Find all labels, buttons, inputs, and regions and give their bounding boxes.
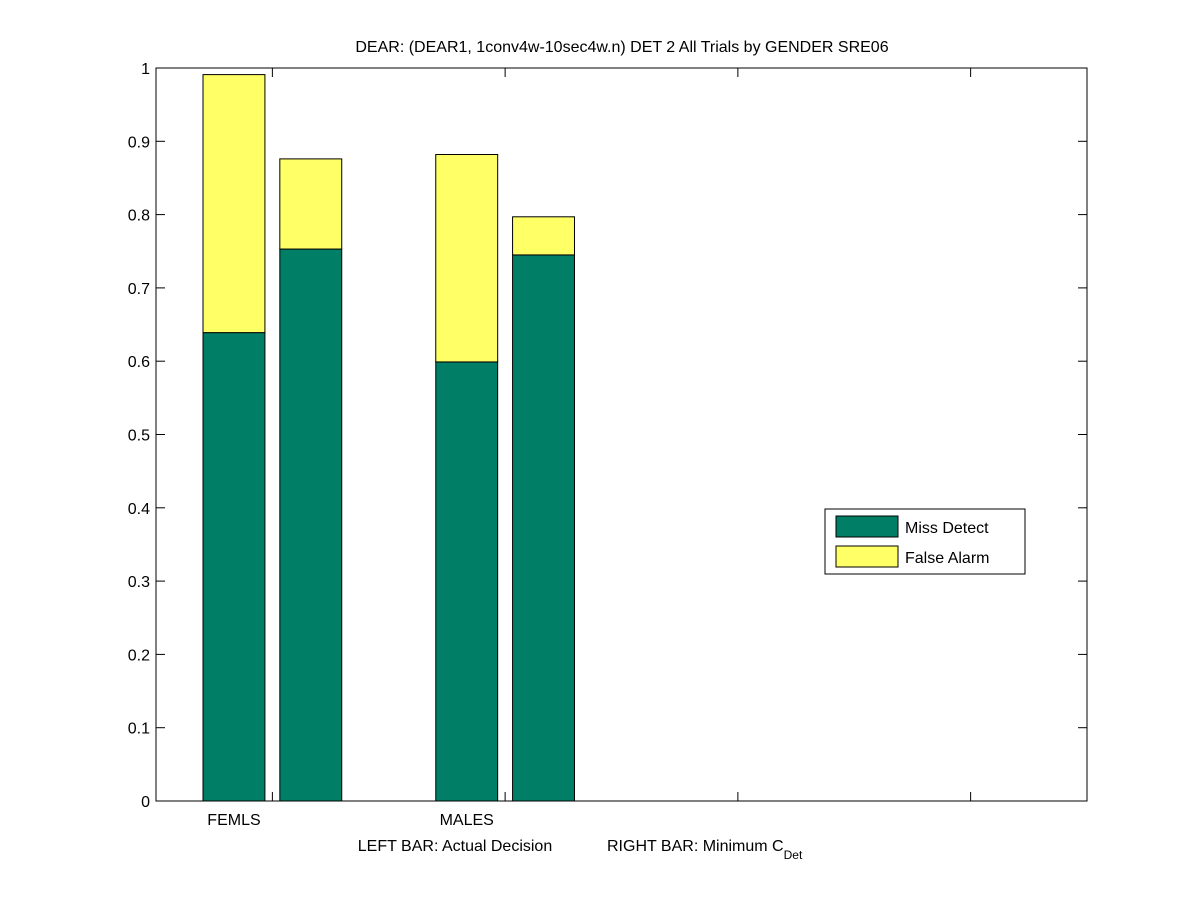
y-tick-label: 0.6: [128, 354, 150, 371]
legend-swatch-miss-detect: [835, 515, 899, 538]
y-tick-label: 0.3: [128, 574, 150, 591]
x-axis-label-right: RIGHT BAR: Minimum CDet: [607, 838, 803, 862]
x-tick-label: FEMLS: [207, 812, 260, 829]
legend-swatch-false-alarm: [835, 545, 899, 568]
y-tick-label: 0.7: [128, 281, 150, 298]
bars-group: [202, 74, 575, 802]
x-axis-label-right-subscript: Det: [784, 848, 803, 862]
x-axis-label-left: LEFT BAR: Actual Decision: [358, 838, 552, 855]
x-axis: FEMLS MALES: [207, 68, 972, 829]
y-tick-label: 0.1: [128, 721, 150, 738]
bar-males-actual-false-alarm: [435, 153, 499, 363]
y-tick-label: 0.9: [128, 134, 150, 151]
legend-label-false-alarm: False Alarm: [905, 550, 989, 567]
y-axis: 0 0.1 0.2 0.3 0.4 0.5 0.6 0.7 0.8 0.9 1: [128, 61, 1087, 811]
bar-males-minimum-false-alarm: [512, 216, 575, 256]
y-tick-label: 0.4: [128, 501, 150, 518]
y-tick-label: 0.8: [128, 208, 150, 225]
bar-femls-minimum-false-alarm: [279, 158, 343, 250]
bar-femls-actual-false-alarm: [202, 74, 266, 334]
bar-males-actual-miss-detect: [435, 361, 499, 802]
y-tick-label: 0.5: [128, 428, 150, 445]
x-axis-label-right-main: RIGHT BAR: Minimum C: [607, 838, 784, 855]
chart-title: DEAR: (DEAR1, 1conv4w-10sec4w.n) DET 2 A…: [355, 39, 888, 56]
bar-femls-actual-miss-detect: [202, 332, 266, 802]
y-tick-label: 1: [141, 61, 150, 78]
bar-femls-minimum-miss-detect: [279, 248, 343, 802]
y-tick-label: 0: [141, 794, 150, 811]
legend-label-miss-detect: Miss Detect: [905, 520, 989, 537]
bar-males-minimum-miss-detect: [512, 254, 575, 802]
y-tick-label: 0.2: [128, 647, 150, 664]
x-tick-label: MALES: [440, 812, 494, 829]
legend: Miss Detect False Alarm: [824, 508, 1026, 575]
